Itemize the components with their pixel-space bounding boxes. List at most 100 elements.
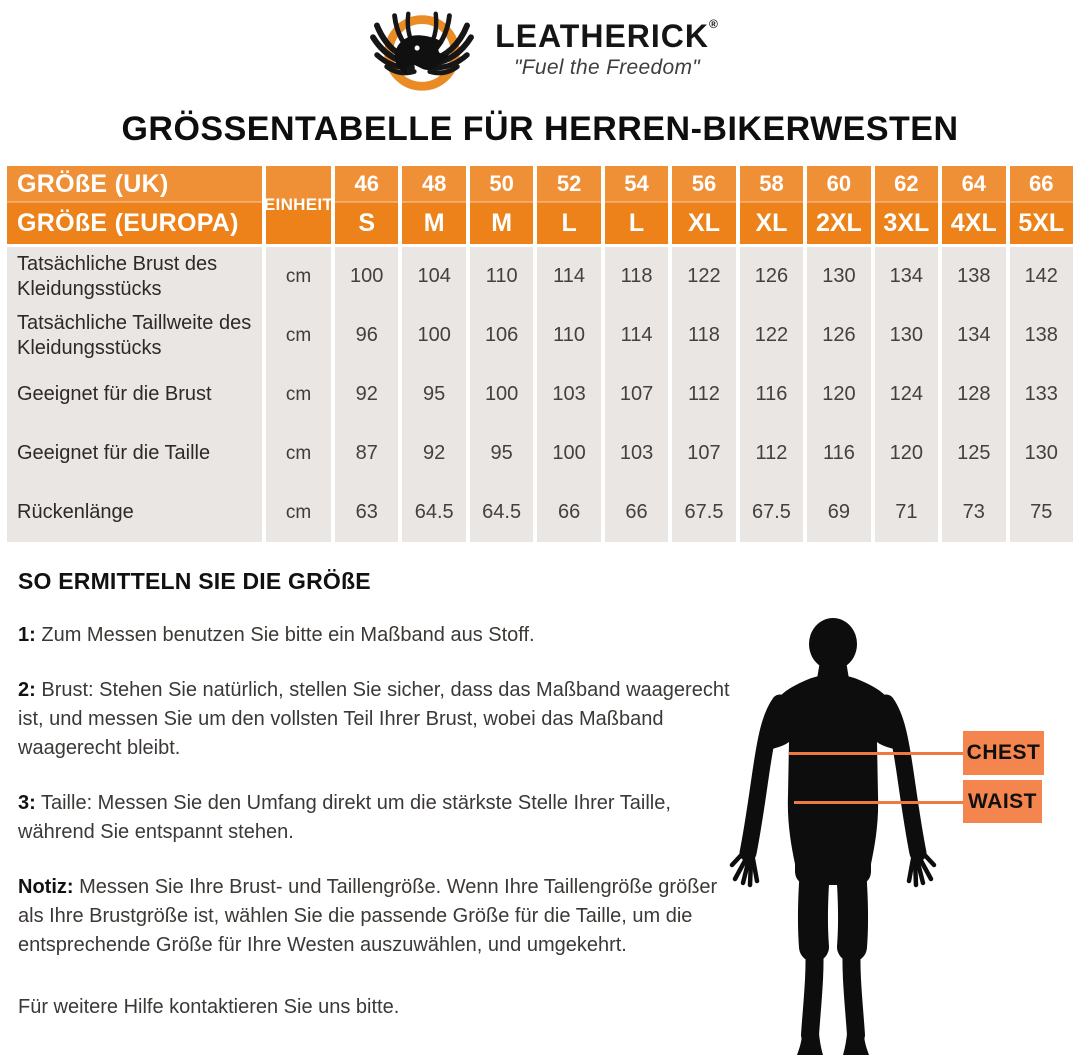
header-eu-size: M xyxy=(423,208,445,237)
measuring-guide: SO ERMITTELN SIE DIE GRÖßE 1: Zum Messen… xyxy=(0,542,1080,1019)
row-label: Tatsächliche Taillweite des Kleidungsstü… xyxy=(7,306,262,365)
cell-value: 116 xyxy=(807,424,871,483)
header-eu-size: L xyxy=(628,208,645,237)
header-eu-size: 4XL xyxy=(950,208,997,237)
waist-measure-line xyxy=(794,801,965,804)
cell-value: 87 xyxy=(335,424,399,483)
cell-value: 66 xyxy=(537,483,601,542)
cell-value: 73 xyxy=(942,483,1006,542)
row-label: Geeignet für die Taille xyxy=(7,424,262,483)
cell-value: 107 xyxy=(604,365,669,424)
cell-value: 69 xyxy=(807,483,871,542)
header-uk-size: 60 xyxy=(826,171,852,196)
cell-value: 120 xyxy=(874,424,939,483)
row-label: Tatsächliche Brust des Kleidungsstücks xyxy=(7,247,262,306)
header-uk-size: 56 xyxy=(691,171,717,196)
header-unit-label: EINHEIT xyxy=(264,166,333,244)
brand-header: LEATHERICK® "Fuel the Freedom" xyxy=(0,0,1080,98)
guide-heading: SO ERMITTELN SIE DIE GRÖßE xyxy=(18,568,371,594)
cell-value: 75 xyxy=(1009,483,1073,542)
cell-value: 126 xyxy=(807,306,871,365)
header-size-column: 64 4XL xyxy=(942,166,1006,244)
row-label: Geeignet für die Brust xyxy=(7,365,262,424)
cell-value: 67.5 xyxy=(739,483,804,542)
header-uk-size: 62 xyxy=(894,171,919,196)
header-eu-size: 2XL xyxy=(815,208,862,237)
cell-value: 100 xyxy=(469,365,534,424)
cell-value: 96 xyxy=(335,306,399,365)
cell-value: 103 xyxy=(604,424,669,483)
cell-value: 63 xyxy=(335,483,399,542)
cell-value: 126 xyxy=(739,247,804,306)
cell-value: 116 xyxy=(739,365,804,424)
cell-value: 92 xyxy=(402,424,466,483)
header-eu-size: M xyxy=(491,208,513,237)
waist-label: WAIST xyxy=(963,780,1042,823)
guide-step-prefix: 1: xyxy=(18,624,36,646)
cell-value: 118 xyxy=(672,306,736,365)
row-unit: cm xyxy=(266,483,331,542)
header-size-column: 48 M xyxy=(402,166,467,244)
cell-value: 130 xyxy=(807,247,871,306)
guide-step: 3: Taille: Messen Sie den Umfang direkt … xyxy=(18,792,671,843)
row-label: Rückenlänge xyxy=(7,483,262,542)
header-uk-size: 66 xyxy=(1029,171,1054,196)
guide-steps: 1: Zum Messen benutzen Sie bitte ein Maß… xyxy=(18,621,1062,960)
cell-value: 130 xyxy=(874,306,939,365)
brand-text-block: LEATHERICK® "Fuel the Freedom" xyxy=(495,16,719,81)
cell-value: 64.5 xyxy=(402,483,466,542)
male-body-silhouette xyxy=(729,618,937,1055)
cell-value: 112 xyxy=(672,365,736,424)
header-eu-size: 3XL xyxy=(883,208,930,237)
cell-value: 92 xyxy=(335,365,399,424)
cell-value: 138 xyxy=(1009,306,1073,365)
header-eu-size: L xyxy=(561,208,577,237)
header-eu-label: GRÖßE (EUROPA) xyxy=(17,208,239,237)
cell-value: 114 xyxy=(537,247,601,306)
cell-value: 107 xyxy=(672,424,736,483)
guide-step: 1: Zum Messen benutzen Sie bitte ein Maß… xyxy=(18,624,535,646)
header-uk-size: 58 xyxy=(759,171,784,196)
leatherick-eagle-logo-icon xyxy=(370,11,475,91)
header-uk-size: 54 xyxy=(624,171,649,196)
header-size-column: 60 2XL xyxy=(807,166,872,244)
chest-label: CHEST xyxy=(963,731,1044,775)
cell-value: 112 xyxy=(739,424,804,483)
cell-value: 71 xyxy=(874,483,939,542)
size-table: GRÖßE (UK) GRÖßE (EUROPA) EINHEIT 46 S 48 M 50 M… xyxy=(7,166,1074,542)
header-eu-size: 5XL xyxy=(1018,208,1065,237)
cell-value: 130 xyxy=(1009,424,1073,483)
cell-value: 64.5 xyxy=(469,483,534,542)
cell-value: 103 xyxy=(537,365,601,424)
header-uk-label: GRÖßE (UK) xyxy=(17,169,169,198)
header-size-labels: GRÖßE (UK) GRÖßE (EUROPA) xyxy=(7,166,262,244)
cell-value: 104 xyxy=(402,247,466,306)
cell-value: 100 xyxy=(335,247,399,306)
header-size-column: 62 3XL xyxy=(874,166,939,244)
header-uk-size: 50 xyxy=(489,171,514,196)
header-size-column: 66 5XL xyxy=(1009,166,1074,244)
cell-value: 100 xyxy=(537,424,601,483)
header-size-column: 54 L xyxy=(604,166,669,244)
cell-value: 100 xyxy=(402,306,466,365)
registered-mark: ® xyxy=(709,16,719,31)
cell-value: 125 xyxy=(942,424,1006,483)
header-uk-size: 64 xyxy=(961,171,987,196)
cell-value: 134 xyxy=(874,247,939,306)
cell-value: 110 xyxy=(469,247,534,306)
header-eu-size: XL xyxy=(688,208,720,237)
brand-name: LEATHERICK® xyxy=(495,16,719,54)
guide-step: 2: Brust: Stehen Sie natürlich, stellen … xyxy=(18,679,730,759)
row-unit: cm xyxy=(266,247,331,306)
header-eu-size: S xyxy=(358,208,376,237)
cell-value: 142 xyxy=(1009,247,1073,306)
cell-value: 122 xyxy=(739,306,804,365)
cell-value: 95 xyxy=(402,365,466,424)
guide-step: Notiz: Messen Sie Ihre Brust- und Taille… xyxy=(18,876,718,956)
cell-value: 128 xyxy=(942,365,1006,424)
cell-value: 106 xyxy=(469,306,534,365)
row-unit: cm xyxy=(266,306,331,365)
cell-value: 133 xyxy=(1009,365,1073,424)
header-size-column: 56 XL xyxy=(672,166,737,244)
